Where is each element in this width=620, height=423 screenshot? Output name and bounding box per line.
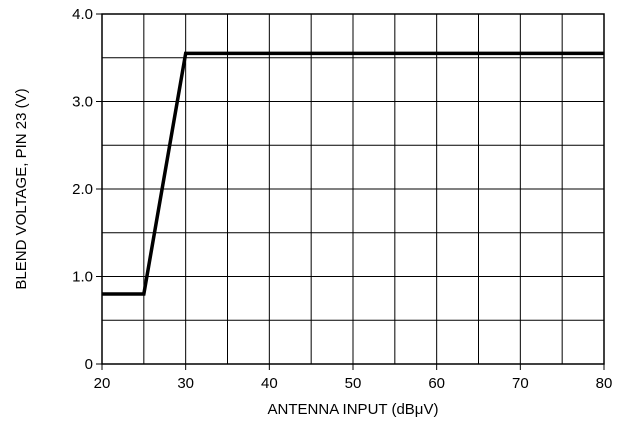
y-tick-label: 3.0 bbox=[72, 94, 93, 111]
x-tick-label: 40 bbox=[261, 375, 278, 392]
y-tick-label: 1.0 bbox=[72, 269, 93, 286]
x-tick-label: 70 bbox=[512, 375, 529, 392]
grid bbox=[101, 13, 605, 365]
x-tick-label: 80 bbox=[596, 375, 613, 392]
y-tick-label: 4.0 bbox=[72, 6, 93, 23]
x-tick-label: 30 bbox=[177, 375, 194, 392]
x-axis-label: ANTENNA INPUT (dBμV) bbox=[268, 401, 439, 418]
y-tick-label: 0 bbox=[85, 356, 93, 373]
series-line-0 bbox=[102, 51, 604, 296]
x-tick-label: 60 bbox=[428, 375, 445, 392]
series bbox=[101, 51, 605, 296]
y-axis-label: BLEND VOLTAGE, PIN 23 (V) bbox=[13, 88, 30, 289]
tick-labels: 20 30 40 50 60 70 80 0 1.0 2.0 3.0 4.0 bbox=[72, 6, 612, 392]
x-tick-label: 50 bbox=[345, 375, 362, 392]
y-tick-label: 2.0 bbox=[72, 181, 93, 198]
x-tick-label: 20 bbox=[94, 375, 111, 392]
